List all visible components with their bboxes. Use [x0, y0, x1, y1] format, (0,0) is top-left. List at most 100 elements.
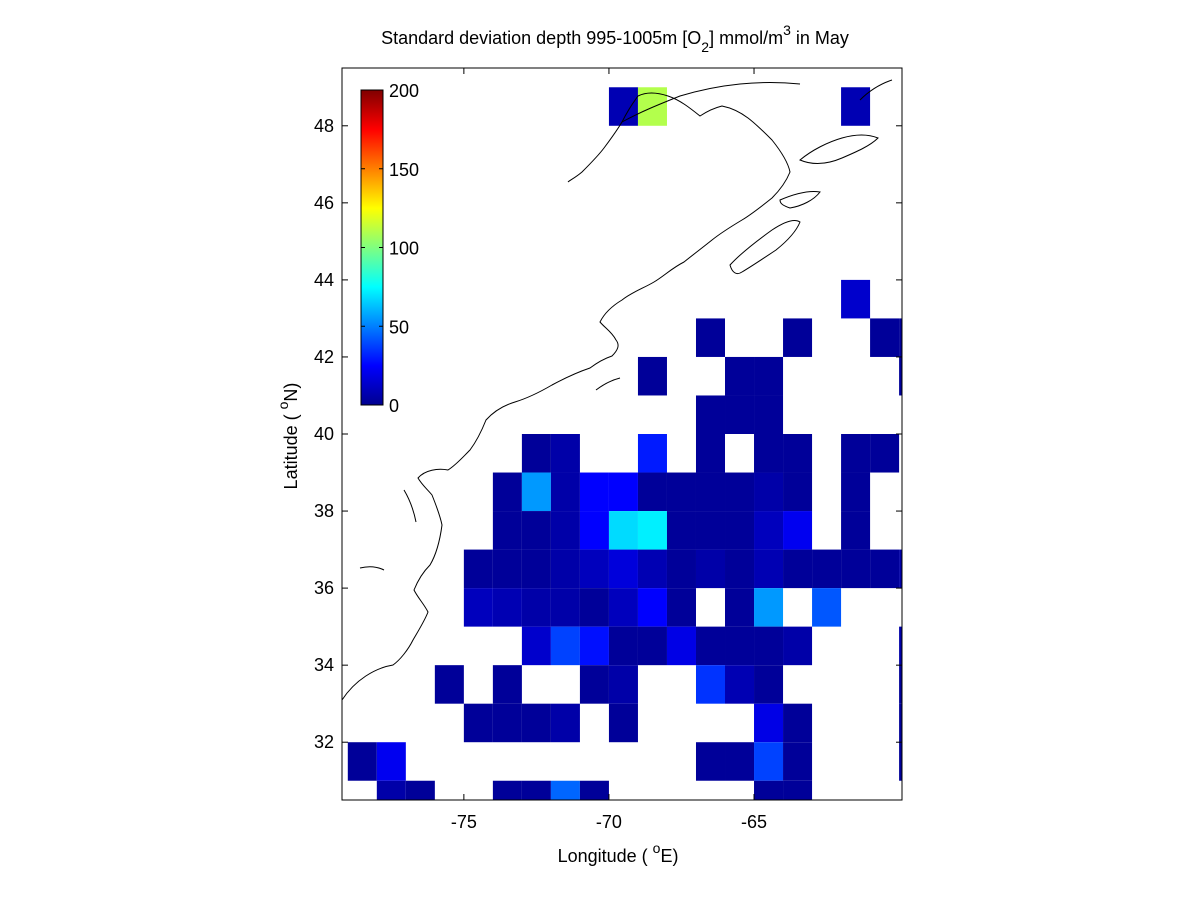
heatmap-cell: [841, 472, 871, 512]
heatmap-cell: [637, 356, 667, 396]
heatmap-cell: [841, 434, 871, 473]
heatmap-cell: [754, 780, 784, 800]
heatmap-cell: [550, 549, 580, 589]
heatmap-cell: [695, 549, 726, 589]
y-tick-label: 32: [314, 732, 334, 752]
x-axis-label: Longitude ( oE): [558, 840, 679, 866]
heatmap-cell: [608, 588, 638, 627]
colorbar-tick-label: 200: [389, 81, 419, 101]
heatmap-cell: [725, 549, 755, 589]
heatmap-cell: [492, 588, 522, 627]
y-tick-label: 44: [314, 270, 334, 290]
heatmap-cell: [550, 434, 580, 473]
heatmap-cell: [521, 549, 551, 589]
heatmap-cell: [754, 626, 784, 666]
heatmap-cell: [579, 511, 609, 550]
heatmap-cell: [783, 318, 813, 357]
chart-title: Standard deviation depth 995-1005m [O2] …: [381, 22, 849, 55]
y-tick-label: 46: [314, 193, 334, 213]
heatmap-cell: [812, 588, 842, 627]
heatmap-cell: [463, 703, 493, 743]
heatmap-cell: [579, 472, 609, 512]
heatmap-cell: [870, 549, 900, 589]
colorbar-tick-label: 0: [389, 396, 399, 416]
heatmap-cell: [521, 780, 551, 800]
heatmap-cell: [899, 318, 902, 357]
heatmap-cell: [725, 665, 755, 704]
heatmap-cell: [754, 665, 784, 704]
heatmap-cell: [637, 588, 667, 627]
heatmap-cell: [666, 626, 696, 666]
heatmap-cell: [463, 549, 493, 589]
heatmap-cell: [492, 780, 522, 800]
heatmap-cell: [463, 588, 493, 627]
heatmap-cell: [783, 703, 813, 743]
heatmap-cell: [754, 703, 784, 743]
heatmap-cell: [608, 665, 638, 704]
heatmap-cell: [841, 511, 871, 550]
heatmap-cell: [899, 742, 902, 781]
heatmap-cell: [754, 742, 784, 781]
colorbar-tick-label: 50: [389, 317, 409, 337]
y-axis-label: Latitude ( oN): [275, 383, 301, 490]
heatmap-cell: [841, 279, 871, 319]
heatmap-cell: [579, 665, 609, 704]
heatmap-cell: [725, 626, 755, 666]
heatmap-cell: [841, 549, 871, 589]
y-tick-label: 36: [314, 578, 334, 598]
heatmap-cell: [754, 549, 784, 589]
coastline-outline: [341, 79, 893, 701]
x-tick-label: -70: [596, 812, 622, 832]
heatmap-cell: [783, 434, 813, 473]
heatmap-cell: [841, 87, 871, 126]
heatmap-cell: [754, 472, 784, 512]
heatmap-cell: [754, 356, 784, 396]
colorbar-tick-label: 150: [389, 160, 419, 180]
heatmap-cell: [666, 472, 696, 512]
heatmap-cell: [579, 549, 609, 589]
heatmap-cell: [405, 780, 435, 800]
y-tick-label: 48: [314, 116, 334, 136]
heatmap-cell: [637, 434, 667, 473]
heatmap-cell: [725, 472, 755, 512]
heatmap-cell: [637, 626, 667, 666]
heatmap-cell: [550, 703, 580, 743]
heatmap-cell: [521, 472, 551, 512]
heatmap-cell: [666, 511, 696, 550]
heatmap-cell: [347, 742, 377, 781]
x-axis-ticks: -75 -70 -65: [451, 68, 767, 832]
heatmap-cell: [376, 780, 406, 800]
heatmap-cell: [521, 588, 551, 627]
heatmap-cell: [492, 703, 522, 743]
heatmap-cell: [521, 511, 551, 550]
heatmap-cell: [695, 665, 726, 704]
heatmap-cell: [783, 780, 813, 800]
heatmap-cell: [725, 395, 755, 434]
heatmap-cell: [637, 549, 667, 589]
heatmap-cell: [608, 703, 638, 743]
heatmap-cell: [579, 626, 609, 666]
x-tick-label: -75: [451, 812, 477, 832]
heatmap-cell: [666, 588, 696, 627]
colorbar-ticks: 0 50 100 150 200: [361, 81, 419, 416]
heatmap-cell: [637, 511, 667, 550]
heatmap-cell: [695, 511, 726, 550]
heatmap-cell: [754, 511, 784, 550]
heatmap-cell: [434, 665, 464, 704]
heatmap-cell: [550, 780, 580, 800]
heatmap-cell: [783, 472, 813, 512]
heatmap-cell: [666, 549, 696, 589]
heatmap-cell: [783, 511, 813, 550]
heatmap-cell: [725, 588, 755, 627]
heatmap-cell: [608, 511, 638, 550]
y-tick-label: 38: [314, 501, 334, 521]
heatmap-cell: [492, 665, 522, 704]
heatmap-cell: [695, 395, 726, 434]
heatmap-cell: [725, 742, 755, 781]
heatmap-cell: [754, 588, 784, 627]
heatmap-cell: [608, 626, 638, 666]
heatmap-cells: [347, 87, 902, 800]
heatmap-cell: [870, 318, 900, 357]
heatmap-cell: [695, 472, 726, 512]
heatmap-cell: [579, 588, 609, 627]
